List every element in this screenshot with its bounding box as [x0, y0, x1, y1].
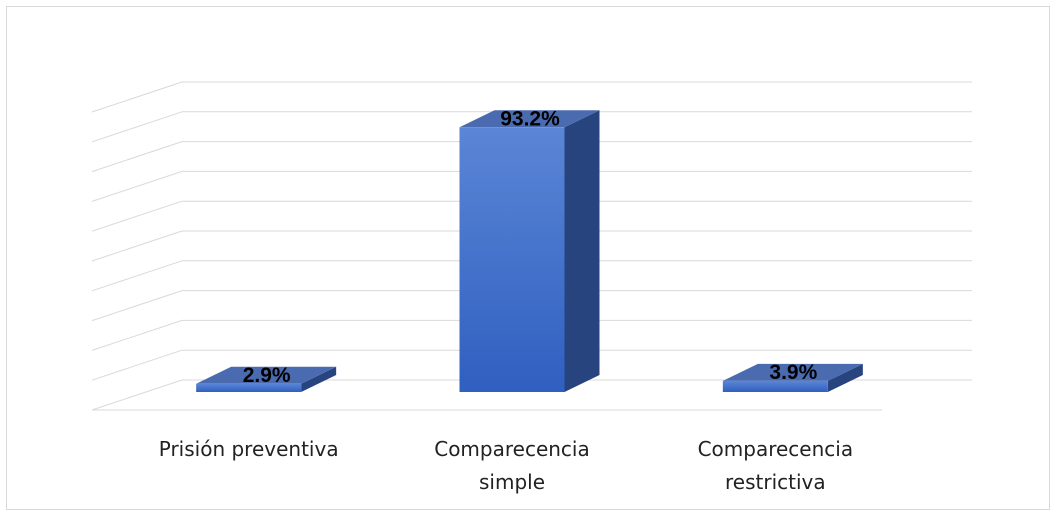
category-label: Comparecencia: [698, 437, 854, 461]
bar-top: [459, 110, 600, 128]
gridline-side: [91, 260, 183, 292]
category-label: restrictiva: [725, 470, 826, 494]
category-labels: Prisión preventiva Comparecencia simple Com…: [159, 437, 853, 494]
bars: [196, 110, 863, 392]
gridline-side: [91, 290, 183, 322]
category-label: simple: [479, 470, 545, 494]
gridline-side: [91, 170, 183, 202]
gridline-side: [91, 230, 183, 262]
bar-front: [459, 127, 565, 392]
bar-front: [196, 383, 302, 392]
bar-side: [564, 110, 600, 392]
value-label: 2.9%: [243, 364, 291, 387]
gridline-side: [91, 81, 183, 113]
chart-border: [6, 6, 1050, 510]
gridline-side: [91, 319, 183, 351]
category-label: Comparecencia: [434, 437, 590, 461]
gridline-side: [91, 111, 183, 143]
gridline-side: [91, 349, 183, 381]
bar: [196, 366, 337, 392]
bar-side: [301, 366, 337, 392]
value-labels: 2.9% 93.2% 3.9%: [243, 107, 818, 386]
gridline-side: [91, 200, 183, 232]
bar-side: [827, 363, 863, 392]
category-label: Prisión preventiva: [159, 437, 339, 461]
value-label: 3.9%: [769, 361, 817, 384]
gridline-side: [91, 141, 183, 173]
bar-top: [196, 366, 337, 384]
bar-front: [722, 380, 828, 392]
value-label: 93.2%: [500, 107, 560, 130]
bar: [722, 363, 863, 392]
bar-top: [722, 363, 863, 381]
bar: [459, 110, 600, 392]
gridline-side: [91, 379, 183, 411]
